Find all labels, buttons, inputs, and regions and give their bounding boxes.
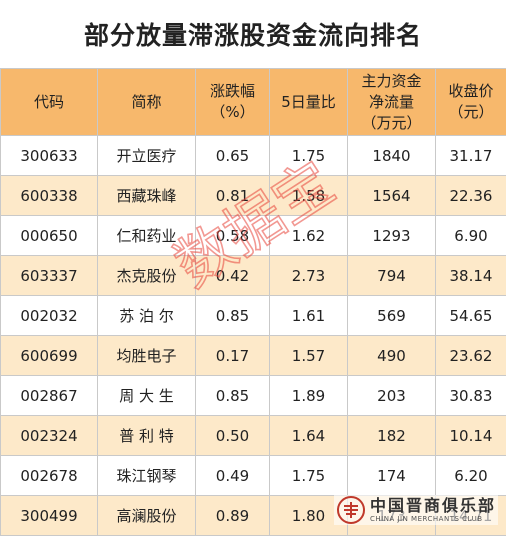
cell-close-price: 30.83 <box>435 375 506 416</box>
header-change-pct: 涨跌幅 （%） <box>195 68 270 136</box>
cell-net-inflow: 490 <box>347 335 436 376</box>
table-row: 600338 西藏珠峰 0.81 1.58 1564 22.36 <box>0 175 506 216</box>
cell-net-inflow: 1293 <box>347 215 436 256</box>
cell-net-inflow: 569 <box>347 295 436 336</box>
cell-change-pct: 0.89 <box>195 495 270 536</box>
header-close-price: 收盘价 （元） <box>435 68 506 136</box>
cell-change-pct: 0.17 <box>195 335 270 376</box>
header-line: 净流量 <box>368 92 414 111</box>
cell-volume-ratio: 1.89 <box>269 375 348 416</box>
cell-net-inflow: 1564 <box>347 175 436 216</box>
cell-volume-ratio: 1.58 <box>269 175 348 216</box>
table-row: 600699 均胜电子 0.17 1.57 490 23.62 <box>0 335 506 376</box>
table-header-row: 代码 简称 涨跌幅 （%） 5日量比 主力资金净流量 （万元） 收盘价 （元） <box>0 68 506 136</box>
club-name-cn: 中国晋商俱乐部 <box>369 495 496 515</box>
cell-net-inflow: 1840 <box>347 135 436 176</box>
cell-name: 仁和药业 <box>97 215 196 256</box>
header-line: （元） <box>448 103 494 121</box>
cell-code: 300633 <box>0 135 98 176</box>
fund-flow-table: 代码 简称 涨跌幅 （%） 5日量比 主力资金净流量 （万元） 收盘价 （元） 300… <box>0 68 506 536</box>
cell-volume-ratio: 1.75 <box>269 135 348 176</box>
cell-change-pct: 0.85 <box>195 375 270 416</box>
cell-volume-ratio: 1.61 <box>269 295 348 336</box>
cell-change-pct: 0.85 <box>195 295 270 336</box>
header-line: 简称 <box>131 92 162 111</box>
cell-close-price: 23.62 <box>435 335 506 376</box>
cell-close-price: 22.36 <box>435 175 506 216</box>
cell-close-price: 54.65 <box>435 295 506 336</box>
cell-code: 600338 <box>0 175 98 216</box>
cell-change-pct: 0.42 <box>195 255 270 296</box>
table-row: 300633 开立医疗 0.65 1.75 1840 31.17 <box>0 135 506 176</box>
header-line: 代码 <box>33 92 64 111</box>
cell-name: 开立医疗 <box>97 135 196 176</box>
cell-net-inflow: 182 <box>347 415 436 456</box>
table-row: 002032 苏 泊 尔 0.85 1.61 569 54.65 <box>0 295 506 336</box>
club-name-en: CHINA JIN MERCHANTS CLUB <box>369 514 483 523</box>
cell-name: 西藏珠峰 <box>97 175 196 216</box>
header-line: （%） <box>210 103 255 121</box>
table-row: 000650 仁和药业 0.58 1.62 1293 6.90 <box>0 215 506 256</box>
header-name: 简称 <box>97 68 196 136</box>
table-body: 300633 开立医疗 0.65 1.75 1840 31.17 600338 西藏珠峰 0.8… <box>0 135 506 536</box>
page-title: 部分放量滞涨股资金流向排名 <box>83 21 422 50</box>
cell-code: 002032 <box>0 295 98 336</box>
cell-change-pct: 0.65 <box>195 135 270 176</box>
cell-code: 603337 <box>0 255 98 296</box>
cell-volume-ratio: 1.57 <box>269 335 348 376</box>
cell-close-price: 31.17 <box>435 135 506 176</box>
header-line: （万元） <box>361 113 422 132</box>
cell-net-inflow: 794 <box>347 255 436 296</box>
cell-name: 普 利 特 <box>97 415 196 456</box>
cell-code: 002324 <box>0 415 98 456</box>
header-line: 涨跌幅 <box>209 82 255 100</box>
table-row: 603337 杰克股份 0.42 2.73 794 38.14 <box>0 255 506 296</box>
cell-change-pct: 0.58 <box>195 215 270 256</box>
header-volume-ratio: 5日量比 <box>269 68 348 136</box>
cell-change-pct: 0.81 <box>195 175 270 216</box>
table-row: 002678 珠江钢琴 0.49 1.75 174 6.20 <box>0 455 506 496</box>
cell-name: 均胜电子 <box>97 335 196 376</box>
table-row: 002324 普 利 特 0.50 1.64 182 10.14 <box>0 415 506 456</box>
cell-code: 002867 <box>0 375 98 416</box>
cell-name: 珠江钢琴 <box>97 455 196 496</box>
header-line: 主力资金 <box>361 71 422 90</box>
cell-change-pct: 0.50 <box>195 415 270 456</box>
cell-net-inflow: 174 <box>347 455 436 496</box>
cell-name: 苏 泊 尔 <box>97 295 196 336</box>
cell-code: 000650 <box>0 215 98 256</box>
cell-change-pct: 0.49 <box>195 455 270 496</box>
cell-name: 周 大 生 <box>97 375 196 416</box>
table-row: 002867 周 大 生 0.85 1.89 203 30.83 <box>0 375 506 416</box>
cell-code: 600699 <box>0 335 98 376</box>
header-line: 收盘价 <box>448 82 494 100</box>
club-logo: 中国晋商俱乐部 CHINA JIN MERCHANTS CLUB <box>333 495 498 525</box>
cell-volume-ratio: 1.62 <box>269 215 348 256</box>
cell-net-inflow: 203 <box>347 375 436 416</box>
cell-close-price: 6.20 <box>435 455 506 496</box>
cell-close-price: 6.90 <box>435 215 506 256</box>
header-code: 代码 <box>0 68 98 136</box>
cell-code: 300499 <box>0 495 98 536</box>
cell-volume-ratio: 1.75 <box>269 455 348 496</box>
cell-code: 002678 <box>0 455 98 496</box>
header-line: 5日量比 <box>281 92 336 111</box>
cell-name: 杰克股份 <box>97 255 196 296</box>
cell-close-price: 38.14 <box>435 255 506 296</box>
cell-close-price: 10.14 <box>435 415 506 456</box>
cell-volume-ratio: 1.64 <box>269 415 348 456</box>
header-net-inflow: 主力资金净流量 （万元） <box>347 68 436 136</box>
cell-volume-ratio: 2.73 <box>269 255 348 296</box>
club-emblem-icon <box>336 496 365 524</box>
cell-name: 高澜股份 <box>97 495 196 536</box>
